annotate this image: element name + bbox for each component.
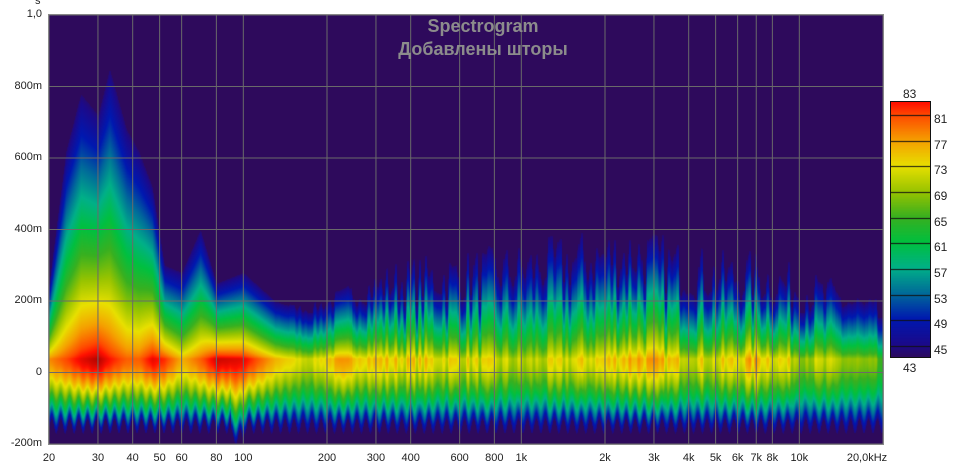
x-tick-label: 1k <box>515 452 528 464</box>
y-tick-label: 600m <box>14 151 42 163</box>
color-scale-tick: 57 <box>934 266 948 281</box>
x-tick-label: 2k <box>599 452 611 464</box>
color-scale-tick: 53 <box>934 291 948 306</box>
x-tick-label: 100 <box>234 452 253 464</box>
y-axis-unit: s <box>35 0 41 7</box>
color-scale-tick: 45 <box>934 343 948 358</box>
color-scale-tick: 73 <box>934 163 948 178</box>
x-tick-label: 80 <box>210 452 223 464</box>
x-tick-label: 5k <box>709 452 722 464</box>
x-tick-label: 8k <box>766 452 779 464</box>
color-scale-tick: 81 <box>934 111 948 126</box>
x-tick-label: 600 <box>450 452 469 464</box>
x-tick-label: 10k <box>790 452 809 464</box>
x-tick-label: 300 <box>366 452 386 464</box>
x-tick-label: 800 <box>485 452 504 464</box>
x-tick-label: 30 <box>91 452 105 464</box>
x-tick-label: 40 <box>126 452 139 464</box>
x-tick-label: 60 <box>175 452 188 464</box>
x-tick-label: 4k <box>682 452 695 464</box>
color-scale-min: 43 <box>903 361 917 375</box>
spectrogram-plot <box>48 14 884 445</box>
y-tick-label: -200m <box>10 437 42 449</box>
grid-lines <box>49 15 883 444</box>
y-tick-label: 1,0 <box>26 8 42 20</box>
color-scale-max: 83 <box>903 87 917 101</box>
x-tick-label: 3k <box>648 452 660 464</box>
y-tick-label: 200m <box>14 294 42 306</box>
color-scale-tick: 49 <box>934 317 948 332</box>
x-tick-label: 6k <box>731 452 744 464</box>
x-tick-label: 400 <box>401 452 420 464</box>
color-scale-tick: 69 <box>934 188 948 203</box>
x-tick-label: 20 <box>42 452 56 464</box>
x-tick-label: 200 <box>317 452 337 464</box>
color-scale-bar <box>890 101 931 358</box>
color-scale-tick: 61 <box>934 240 948 255</box>
color-scale-gradient <box>891 102 930 357</box>
x-tick-label: 7k <box>750 452 763 464</box>
y-tick-label: 0 <box>35 365 42 378</box>
y-tick-label: 800m <box>14 79 42 92</box>
color-scale-tick: 65 <box>934 214 948 229</box>
color-scale-tick: 77 <box>934 137 948 152</box>
y-tick-label: 400m <box>14 222 42 235</box>
x-tick-label: 50 <box>153 452 166 464</box>
x-tick-label: 20,0kHz <box>846 452 888 464</box>
